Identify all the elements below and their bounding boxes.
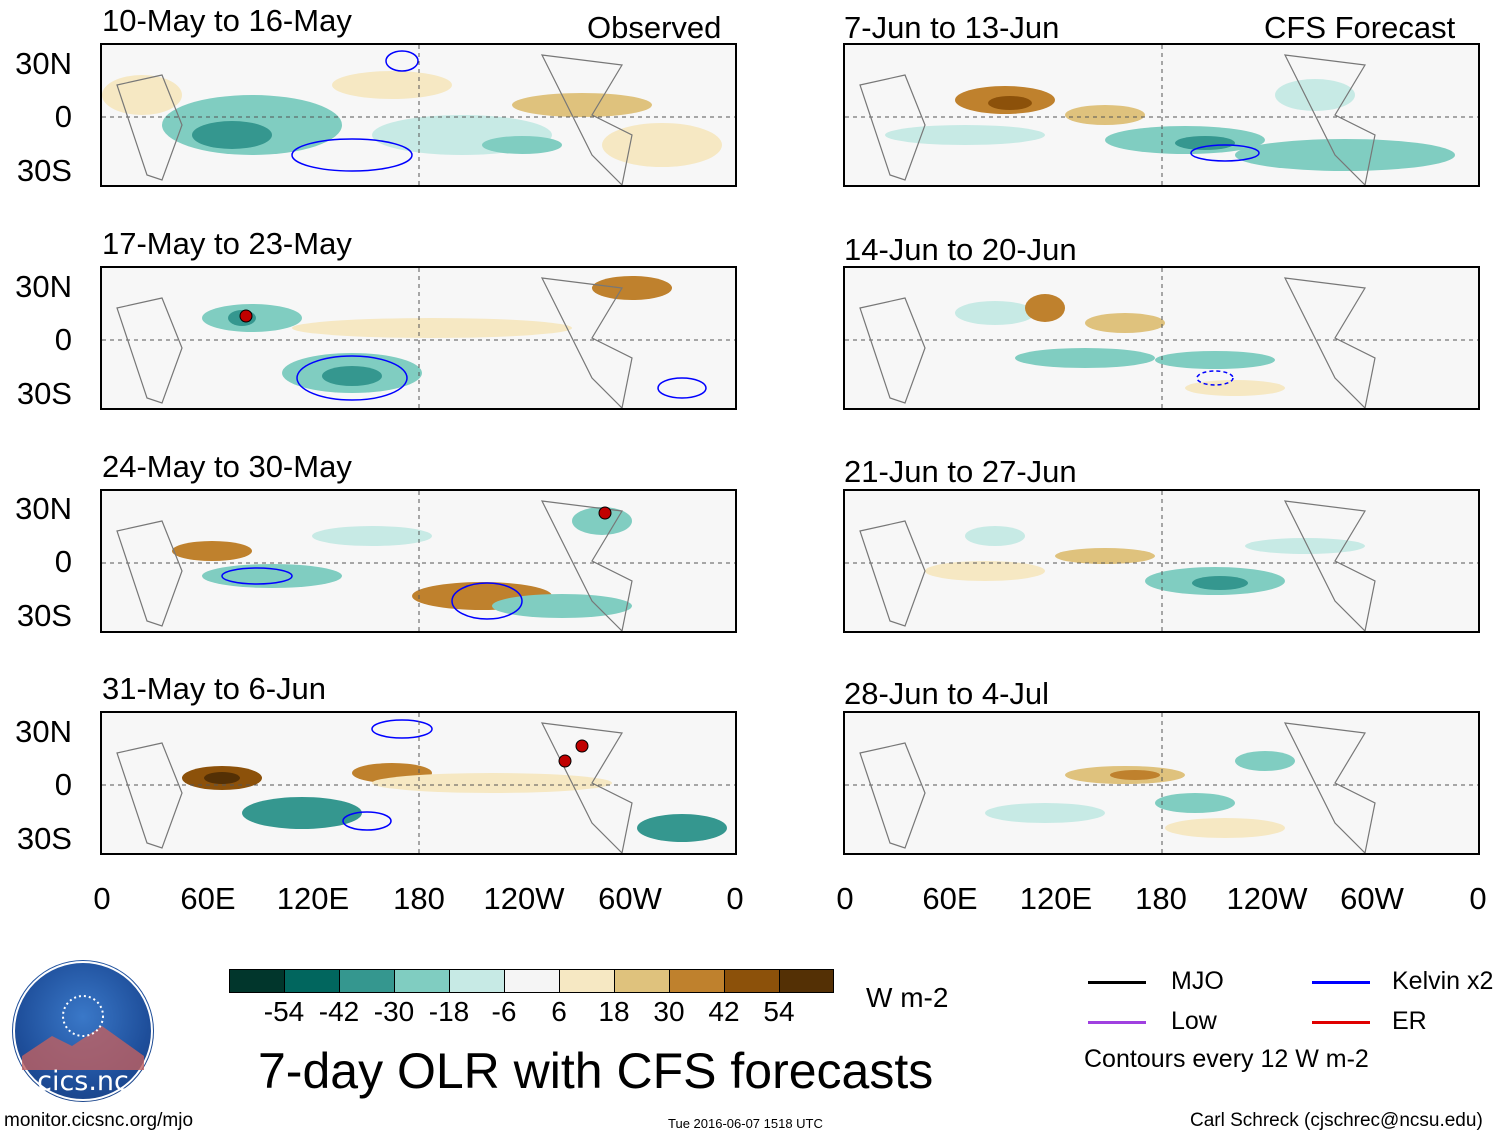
lon-120w: 120W bbox=[483, 881, 565, 916]
mjo-label: MJO bbox=[1171, 967, 1224, 995]
figure-title: 7-day OLR with CFS forecasts bbox=[258, 1043, 934, 1099]
colorbar-swatch bbox=[394, 969, 450, 993]
colorbar-tick: -42 bbox=[318, 996, 360, 1027]
lon-120w: 120W bbox=[1226, 881, 1308, 916]
colorbar-tick: 6 bbox=[551, 996, 567, 1027]
forecast-panel-4-title: 28-Jun to 4-Jul bbox=[844, 676, 1050, 711]
colorbar-tick: -6 bbox=[491, 996, 517, 1027]
lat-0: 0 bbox=[54, 322, 72, 357]
forecast-map-2 bbox=[843, 266, 1480, 410]
forecast-map-1 bbox=[843, 43, 1480, 187]
lat-0: 0 bbox=[54, 767, 72, 802]
colorbar-swatch bbox=[504, 969, 560, 993]
observed-panel-1-title: 10-May to 16-May bbox=[102, 3, 352, 38]
colorbar-tick: 30 bbox=[653, 996, 685, 1027]
er-label: ER bbox=[1392, 1007, 1427, 1035]
observed-map-4 bbox=[100, 711, 737, 855]
observed-map-1 bbox=[100, 43, 737, 187]
forecast-label: CFS Forecast bbox=[1264, 10, 1456, 45]
colorbar-tick: 42 bbox=[708, 996, 740, 1027]
observed-map-3 bbox=[100, 489, 737, 633]
lon-120e: 120E bbox=[1019, 881, 1093, 916]
forecast-panel-2-title: 14-Jun to 20-Jun bbox=[844, 232, 1077, 267]
colorbar-swatch bbox=[449, 969, 505, 993]
lon-60e: 60E bbox=[922, 881, 978, 916]
cics-logo: cics.nc bbox=[12, 960, 154, 1102]
lat-0: 0 bbox=[54, 99, 72, 134]
lat-30s: 30S bbox=[16, 821, 72, 856]
observed-label: Observed bbox=[587, 10, 722, 45]
colorbar-unit: W m-2 bbox=[866, 982, 949, 1013]
lat-30n: 30N bbox=[15, 491, 72, 526]
lat-30n: 30N bbox=[15, 46, 72, 81]
lat-30n: 30N bbox=[15, 269, 72, 304]
lat-30s: 30S bbox=[16, 598, 72, 633]
forecast-map-4 bbox=[843, 711, 1480, 855]
logo-text: cics.nc bbox=[37, 1066, 129, 1097]
lon-60w: 60W bbox=[598, 881, 662, 916]
lat-0: 0 bbox=[54, 544, 72, 579]
forecast-panel-1-title: 7-Jun to 13-Jun bbox=[844, 10, 1060, 45]
observed-panel-3-title: 24-May to 30-May bbox=[102, 449, 352, 484]
colorbar-swatch bbox=[669, 969, 725, 993]
colorbar-swatch bbox=[229, 969, 285, 993]
lon-0: 0 bbox=[93, 881, 111, 916]
colorbar-tick: 18 bbox=[598, 996, 630, 1027]
colorbar-tick: -30 bbox=[373, 996, 415, 1027]
kelvin-label: Kelvin x2 bbox=[1392, 967, 1494, 995]
colorbar-tick: 54 bbox=[763, 996, 795, 1027]
colorbar-tick: -18 bbox=[428, 996, 470, 1027]
lat-30s: 30S bbox=[16, 153, 72, 188]
lon-0-end: 0 bbox=[1469, 881, 1487, 916]
observed-map-2 bbox=[100, 266, 737, 410]
footer-timestamp: Tue 2016-06-07 1518 UTC bbox=[668, 1116, 823, 1131]
low-line bbox=[1088, 1021, 1146, 1024]
lon-180: 180 bbox=[393, 881, 445, 916]
colorbar-swatch bbox=[779, 969, 834, 993]
lon-60e: 60E bbox=[180, 881, 236, 916]
mjo-line bbox=[1088, 981, 1146, 984]
lon-0: 0 bbox=[836, 881, 854, 916]
colorbar-swatch bbox=[559, 969, 615, 993]
colorbar-swatch bbox=[724, 969, 780, 993]
lat-30n: 30N bbox=[15, 714, 72, 749]
er-line bbox=[1312, 1021, 1370, 1024]
colorbar-tick: -54 bbox=[263, 996, 305, 1027]
observed-panel-4-title: 31-May to 6-Jun bbox=[102, 671, 326, 706]
lon-0-end: 0 bbox=[726, 881, 744, 916]
lon-180: 180 bbox=[1135, 881, 1187, 916]
lon-60w: 60W bbox=[1340, 881, 1404, 916]
contour-interval-note: Contours every 12 W m-2 bbox=[1084, 1045, 1369, 1073]
lon-120e: 120E bbox=[276, 881, 350, 916]
footer-author: Carl Schreck (cjschrec@ncsu.edu) bbox=[1190, 1110, 1483, 1131]
observed-panel-2-title: 17-May to 23-May bbox=[102, 226, 352, 261]
colorbar-swatch bbox=[339, 969, 395, 993]
low-label: Low bbox=[1171, 1007, 1217, 1035]
forecast-map-3 bbox=[843, 489, 1480, 633]
footer-url: monitor.cicsnc.org/mjo bbox=[4, 1110, 194, 1131]
lat-30s: 30S bbox=[16, 376, 72, 411]
forecast-panel-3-title: 21-Jun to 27-Jun bbox=[844, 454, 1077, 489]
colorbar-swatch bbox=[614, 969, 670, 993]
colorbar-swatch bbox=[284, 969, 340, 993]
kelvin-line bbox=[1312, 981, 1370, 984]
